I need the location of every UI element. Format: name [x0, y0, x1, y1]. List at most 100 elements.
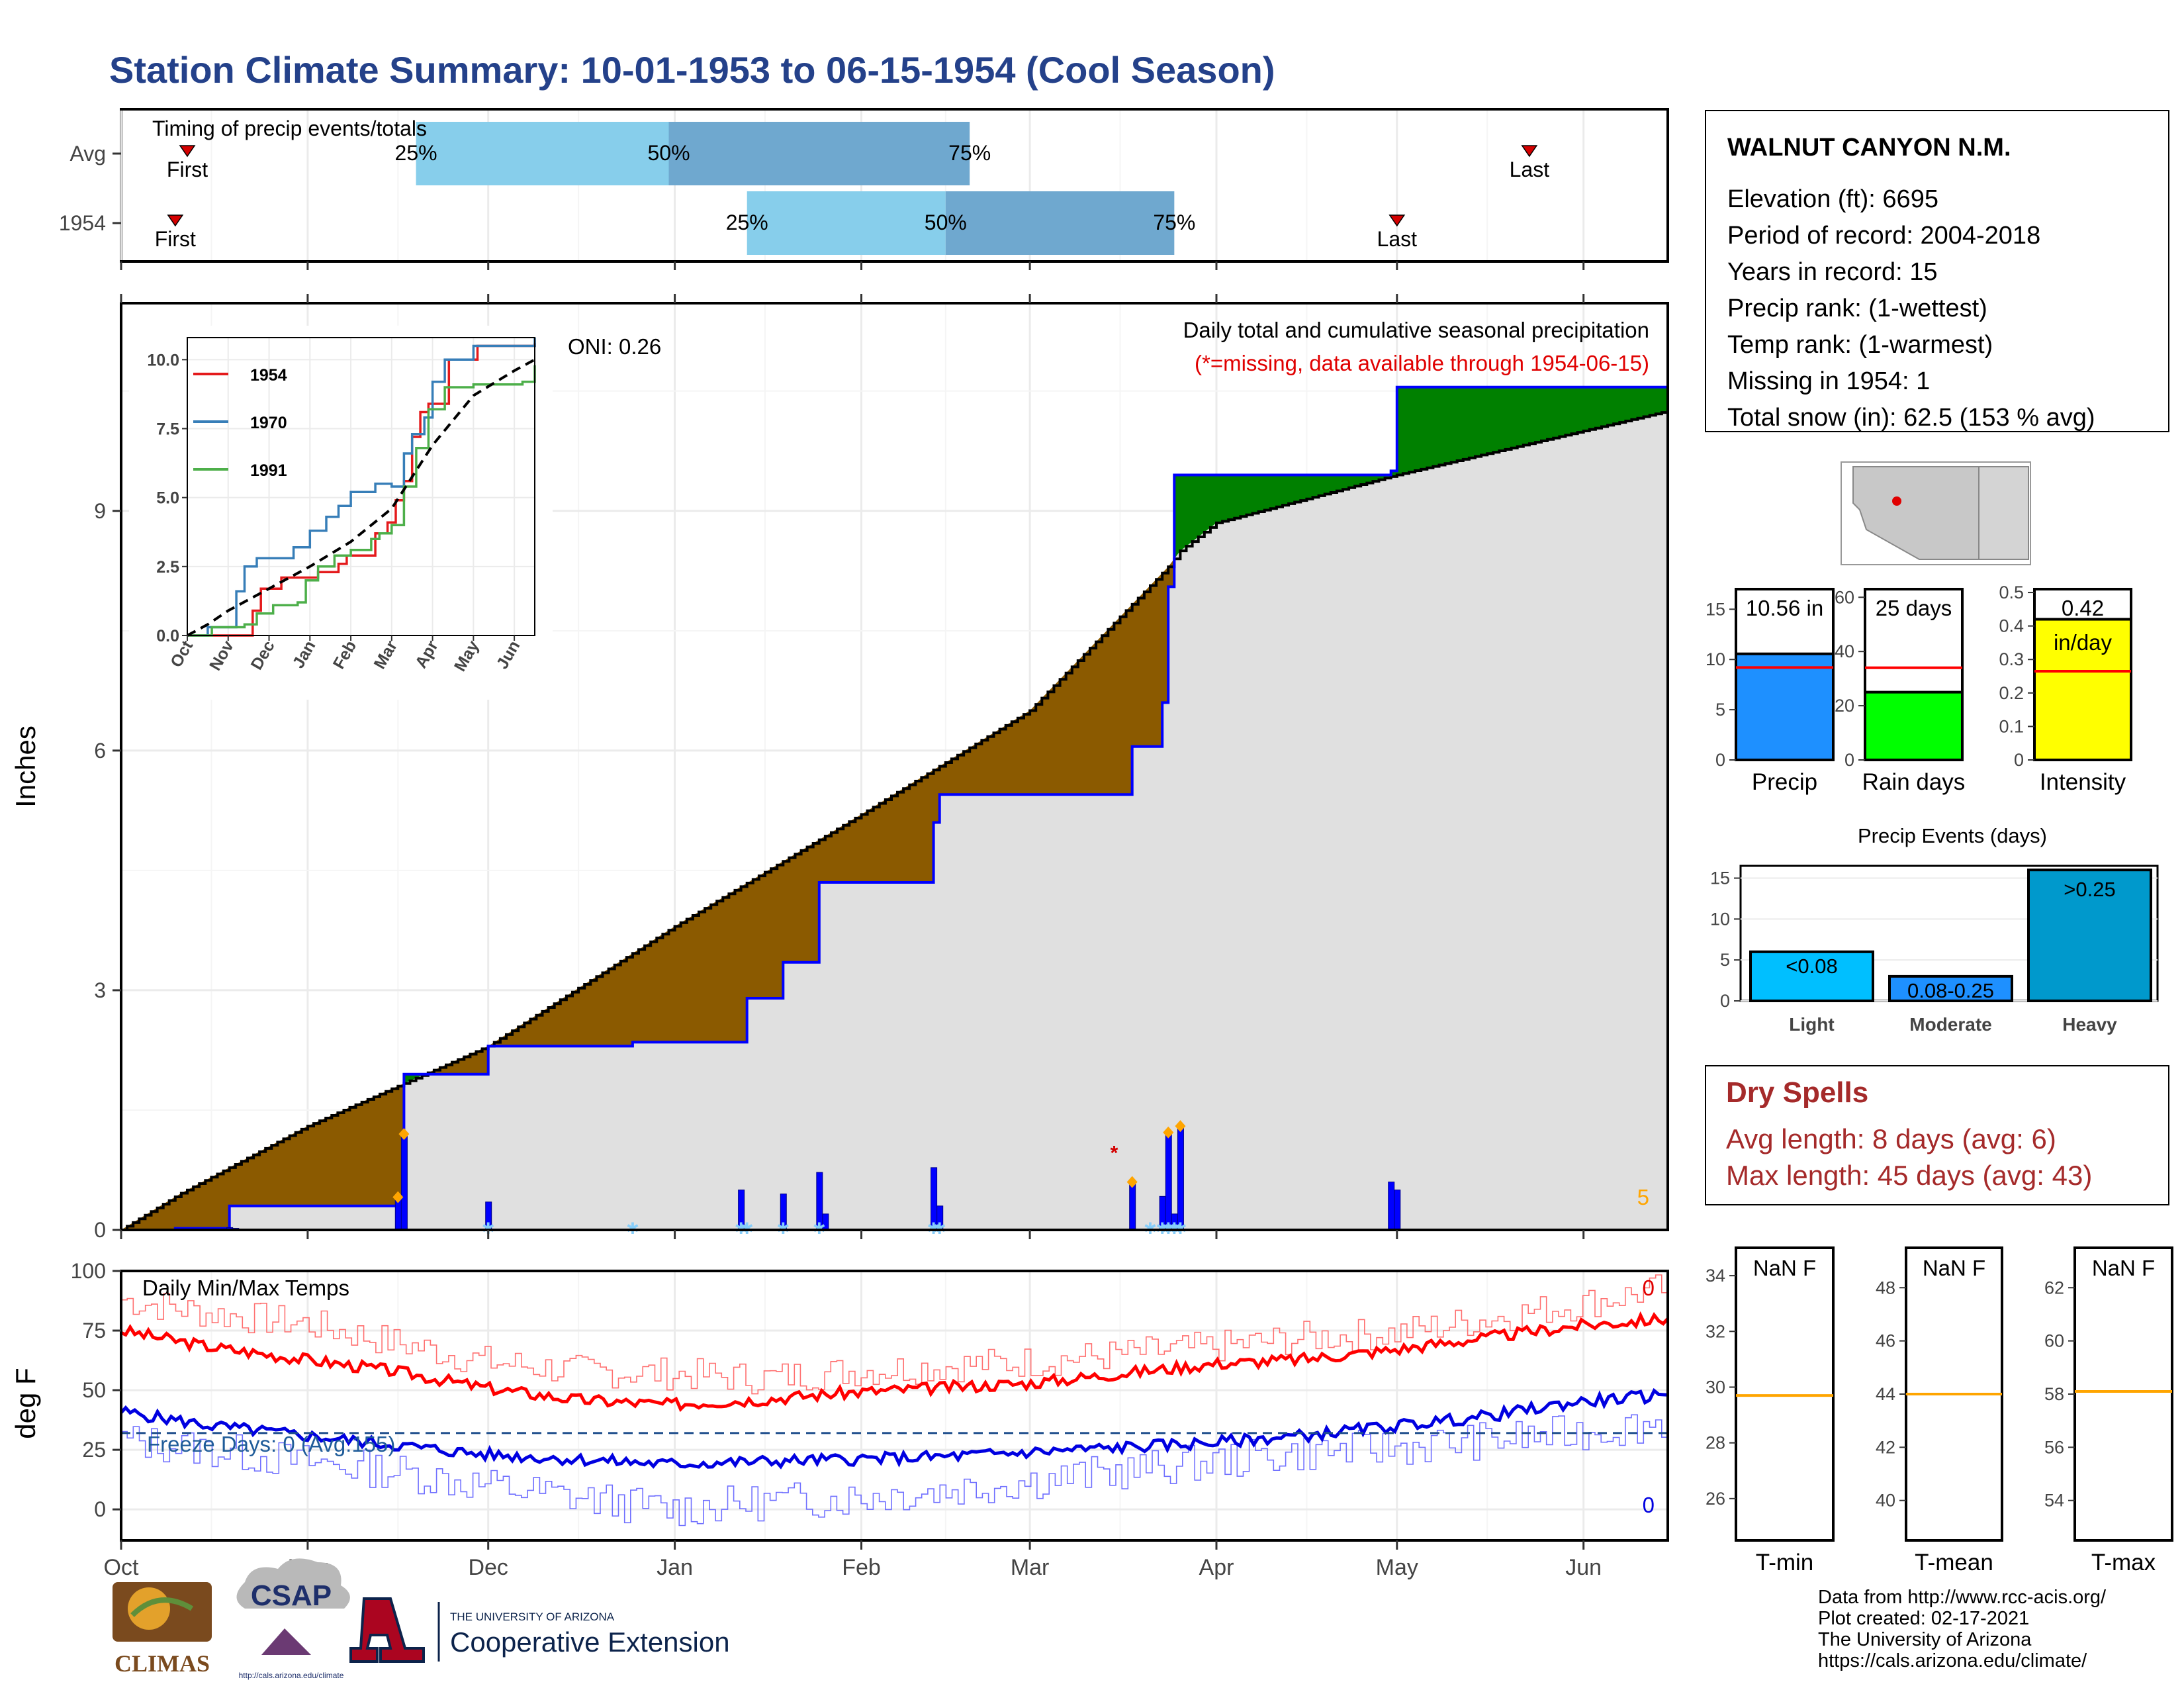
- timing-marker-label-first: First: [167, 158, 208, 181]
- main-y-tick-label: 9: [94, 499, 106, 523]
- summary-y-tick-label: 0: [1715, 750, 1725, 770]
- temp-y-tick-label: 0: [94, 1497, 106, 1521]
- inset-y-tick-label: 7.5: [156, 420, 179, 439]
- temp-summary-y-tick-label: 56: [2044, 1437, 2064, 1457]
- temp-plot-background: [121, 1271, 1668, 1540]
- temp-summary-y-tick-label: 32: [1706, 1321, 1725, 1341]
- temp-summary-y-tick-label: 46: [1876, 1331, 1895, 1351]
- timing-bar-q50-q75: [668, 122, 970, 185]
- max-count-label: 0: [1643, 1276, 1655, 1300]
- temp-x-tick-label: Jan: [657, 1555, 693, 1580]
- temp-summary-panels: NaN F T-min 26 28 30 32 34 NaN F T-mean 40 42 44 46 4…: [1706, 1246, 2173, 1575]
- main-y-tick-label: 6: [94, 739, 106, 763]
- footer-line-university: The University of Arizona: [1818, 1629, 2032, 1650]
- temp-x-tick-label: Feb: [842, 1555, 881, 1580]
- observed-max-temp-line: [121, 1274, 1668, 1395]
- footer-credits: Data from http://www.rcc-acis.org/ Plot …: [1818, 1587, 2107, 1671]
- daily-precip-bar: [1129, 1182, 1136, 1231]
- timing-row-label-1954: 1954: [59, 211, 106, 235]
- temp-y-tick-label: 75: [82, 1319, 106, 1342]
- temp-summary-y-tick-label: 60: [2044, 1331, 2064, 1351]
- temp-summary-y-tick-label: 44: [1876, 1384, 1895, 1404]
- dry-spells-avg: Avg length: 8 days (avg: 6): [1726, 1123, 2056, 1154]
- daily-precip-bar: [1165, 1132, 1172, 1231]
- temp-summary-y-tick-label: 48: [1876, 1278, 1895, 1297]
- footer-line-created: Plot created: 02-17-2021: [1818, 1608, 2029, 1629]
- daily-precip-bar: [400, 1133, 408, 1231]
- summary-bar-rain-days: [1864, 690, 1964, 761]
- missing-day-marker: *: [1111, 1143, 1118, 1164]
- timing-marker-last: [1521, 145, 1538, 158]
- station-missing: Missing in 1954: 1: [1727, 367, 1930, 395]
- timing-row-label-avg: Avg: [69, 142, 106, 165]
- station-info-box: WALNUT CANYON N.M. Elevation (ft): 6695 …: [1705, 110, 2169, 432]
- csap-logo-text: CSAP: [251, 1579, 332, 1612]
- main-chart-subtitle: (*=missing, data available through 1954-…: [1195, 351, 1649, 375]
- page-title: Station Climate Summary: 10-01-1953 to 0…: [109, 49, 1275, 91]
- temp-summary-y-tick-label: 62: [2044, 1278, 2064, 1297]
- events-category-label: Heavy: [2062, 1014, 2117, 1035]
- ua-large-text: Cooperative Extension: [450, 1626, 730, 1658]
- summary-panel-title: Rain days: [1862, 769, 1966, 795]
- summary-y-tick-label: 5: [1715, 700, 1725, 720]
- footer-line-url: https://cals.arizona.edu/climate/: [1818, 1650, 2087, 1671]
- extreme-precip-marker: [1175, 1120, 1186, 1133]
- temp-summary-y-tick-label: 30: [1706, 1377, 1725, 1397]
- dry-spells-box: Dry Spells Avg length: 8 days (avg: 6) M…: [1705, 1065, 2169, 1205]
- station-info-frame: [1705, 110, 2169, 432]
- summary-y-tick-label: 0.5: [1999, 583, 2024, 602]
- main-y-tick-label: 0: [94, 1218, 106, 1242]
- summary-y-tick-label: 0.4: [1999, 616, 2024, 636]
- freeze-days-label: Freeze Days: 0 (Avg:155): [147, 1432, 395, 1456]
- average-max-temp-line: [120, 1311, 1669, 1413]
- station-snow: Total snow (in): 62.5 (153 % avg): [1727, 404, 2095, 432]
- daily-precip-bar: [1177, 1125, 1184, 1231]
- temp-summary-panel-title: T-mean: [1915, 1550, 1993, 1575]
- inset-y-tick-label: 5.0: [156, 489, 179, 508]
- timing-marker-label-last: Last: [1377, 227, 1418, 251]
- temp-summary-y-tick-label: 28: [1706, 1433, 1725, 1453]
- events-bar-label: 0.08-0.25: [1907, 979, 1994, 1002]
- temp-summary-panel-title: T-min: [1756, 1550, 1814, 1575]
- temp-summary-value-label: NaN F: [1923, 1256, 1985, 1280]
- main-plot-frame: [120, 302, 1669, 1231]
- logos: CLIMAS CSAP http://cals.arizona.edu/clim…: [113, 1558, 730, 1680]
- events-y-tick-label: 10: [1710, 909, 1730, 929]
- station-precip-rank: Precip rank: (1-wettest): [1727, 295, 1987, 322]
- station-period: Period of record: 2004-2018: [1727, 222, 2040, 250]
- temp-plot-frame: [120, 1270, 1669, 1542]
- precip-summary-panels: 10.56 in Precip 0 5 10 15 25 days Rain days 0 20 4…: [1706, 583, 2132, 795]
- observed-min-temp-line: [121, 1414, 1668, 1526]
- timing-pct-label: 75%: [948, 141, 991, 165]
- inset-average-line: [187, 358, 535, 637]
- main-y-axis-label: Inches: [10, 726, 41, 808]
- temperature-chart: 0255075100OctNovDecJanFebMarAprMayJun Da…: [10, 1259, 1669, 1580]
- main-area-fills: [121, 385, 1669, 1231]
- temp-summary-y-tick-label: 58: [2044, 1384, 2064, 1404]
- events-bar-label: <0.08: [1786, 955, 1837, 978]
- timing-marker-label-first: First: [155, 227, 196, 251]
- csap-logo-url: http://cals.arizona.edu/climate: [239, 1671, 344, 1680]
- ua-small-text: THE UNIVERSITY OF ARIZONA: [450, 1611, 615, 1623]
- temp-summary-y-tick-label: 54: [2044, 1491, 2064, 1511]
- summary-bar-precip: [1735, 652, 1835, 761]
- inset-series-line-1991: [187, 365, 536, 637]
- inset-series-lines: [187, 338, 536, 637]
- temp-series-lines: [120, 1274, 1669, 1526]
- events-bar-moderate: [1888, 974, 2013, 1002]
- corner-count-label: 5: [1637, 1185, 1649, 1209]
- timing-bar-q25-q50: [747, 191, 946, 255]
- timing-axis-ticks: [113, 152, 1585, 270]
- temp-y-axis-label: deg F: [10, 1368, 41, 1438]
- dry-spells-max: Max length: 45 days (avg: 43): [1726, 1160, 2092, 1191]
- inset-y-tick-label: 0.0: [156, 627, 179, 645]
- inset-series-line-1970: [187, 338, 536, 637]
- summary-value-label: 25 days: [1876, 596, 1952, 620]
- inset-legend: 1954 1970 1991: [193, 366, 287, 480]
- main-chart-title: Daily total and cumulative seasonal prec…: [1183, 318, 1649, 342]
- temp-summary-frame: [2073, 1246, 2173, 1542]
- extreme-precip-marker: [1163, 1126, 1174, 1139]
